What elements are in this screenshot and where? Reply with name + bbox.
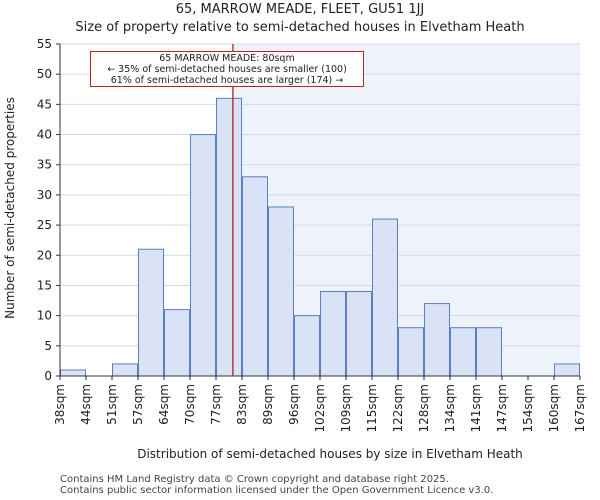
bar-134sqm — [450, 327, 476, 377]
bar-89sqm — [268, 206, 294, 377]
x-tick-label-96sqm: 96sqm — [287, 384, 301, 425]
x-tick-label-77sqm: 77sqm — [209, 384, 223, 425]
x-tick-label-160sqm: 160sqm — [547, 384, 561, 432]
y-tick-label-5: 5 — [44, 339, 52, 353]
x-tick-label-38sqm: 38sqm — [53, 384, 67, 425]
x-tick-label-167sqm: 167sqm — [573, 384, 587, 432]
x-tick-label-89sqm: 89sqm — [261, 384, 275, 425]
annotation-line-2: ← 35% of semi-detached houses are smalle… — [107, 64, 347, 75]
x-tick-label-51sqm: 51sqm — [105, 384, 119, 425]
x-tick-label-109sqm: 109sqm — [339, 384, 353, 432]
x-tick-label-147sqm: 147sqm — [495, 384, 509, 432]
x-tick-label-128sqm: 128sqm — [417, 384, 431, 432]
x-tick-label-134sqm: 134sqm — [443, 384, 457, 432]
y-tick-label-10: 10 — [37, 309, 52, 323]
y-tick-label-30: 30 — [37, 188, 52, 202]
y-tick-label-40: 40 — [37, 128, 52, 142]
y-tick-label-45: 45 — [37, 97, 52, 111]
bar-128sqm — [424, 303, 450, 377]
y-tick-label-55: 55 — [37, 37, 52, 51]
bar-96sqm — [294, 315, 320, 377]
bar-102sqm — [320, 290, 346, 377]
marker-annotation: 65 MARROW MEADE: 80sqm ← 35% of semi-det… — [90, 51, 364, 87]
y-tick-label-20: 20 — [37, 248, 52, 262]
y-tick-label-50: 50 — [37, 67, 52, 81]
bar-141sqm — [476, 327, 502, 377]
chart-subtitle: Size of property relative to semi-detach… — [75, 20, 525, 35]
bar-38sqm — [60, 369, 86, 377]
x-tick-label-154sqm: 154sqm — [521, 384, 535, 432]
annotation-line-1: 65 MARROW MEADE: 80sqm — [159, 53, 295, 64]
bar-51sqm — [112, 363, 138, 377]
y-tick-label-35: 35 — [37, 158, 52, 172]
bar-57sqm — [138, 248, 164, 377]
y-axis-label: Number of semi-detached properties — [3, 97, 17, 319]
x-tick-label-44sqm: 44sqm — [79, 384, 93, 425]
y-tick-label-25: 25 — [37, 218, 52, 232]
x-tick-label-102sqm: 102sqm — [313, 384, 327, 432]
x-axis-label: Distribution of semi-detached houses by … — [137, 447, 523, 461]
bar-70sqm — [190, 134, 216, 377]
bar-160sqm — [554, 363, 580, 377]
bar-83sqm — [242, 176, 268, 377]
x-tick-label-83sqm: 83sqm — [235, 384, 249, 425]
x-tick-label-64sqm: 64sqm — [157, 384, 171, 425]
x-tick-label-57sqm: 57sqm — [131, 384, 145, 425]
x-tick-label-115sqm: 115sqm — [365, 384, 379, 432]
x-tick-label-141sqm: 141sqm — [469, 384, 483, 432]
chart-title: 65, MARROW MEADE, FLEET, GU51 1JJ — [175, 2, 425, 17]
bar-122sqm — [398, 327, 424, 377]
annotation-line-3: 61% of semi-detached houses are larger (… — [110, 75, 344, 86]
x-tick-label-70sqm: 70sqm — [183, 384, 197, 425]
bar-77sqm — [216, 97, 242, 377]
bar-64sqm — [164, 309, 190, 377]
bar-109sqm — [346, 290, 372, 377]
bar-115sqm — [372, 218, 398, 377]
y-tick-label-15: 15 — [37, 278, 52, 292]
footer-line-1: Contains HM Land Registry data © Crown c… — [60, 474, 449, 485]
y-tick-label-0: 0 — [44, 369, 52, 383]
footer-line-2: Contains public sector information licen… — [60, 485, 494, 496]
x-tick-label-122sqm: 122sqm — [391, 384, 405, 432]
